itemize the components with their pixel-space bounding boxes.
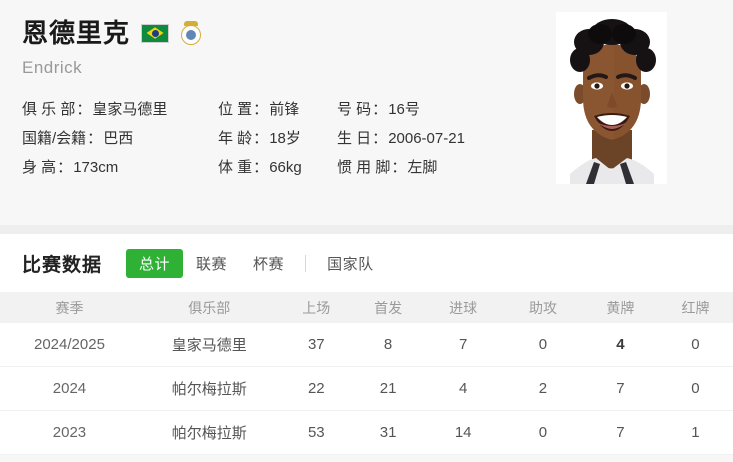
info-field-birthday: 生 日： 2006-07-21	[337, 127, 497, 148]
player-photo	[556, 12, 667, 184]
col-assists: 助攻	[528, 299, 557, 316]
col-yellow-cards: 黄牌	[606, 299, 635, 316]
info-separator: ：	[253, 159, 269, 176]
info-separator: ：	[253, 130, 269, 147]
cell-season: 2024/2025	[34, 336, 105, 353]
info-field-club: 俱 乐 部：皇家马德里	[22, 98, 218, 119]
info-field-weight: 体 重： 66kg	[218, 156, 337, 177]
info-row: 身 高： 173cm 体 重： 66kg 惯 用 脚：左脚	[22, 156, 497, 185]
info-row: 国籍/会籍：巴西年 龄： 18岁生 日： 2006-07-21	[22, 127, 497, 156]
col-season: 赛季	[55, 299, 84, 316]
crest-crown	[184, 21, 199, 26]
stats-tabs: 总计 联赛 杯赛 国家队	[126, 248, 387, 278]
info-value-position: 前锋	[269, 101, 300, 118]
cell-goals: 14	[454, 424, 472, 441]
info-value-shirt-number: 16号	[388, 101, 420, 118]
col-red-cards: 红牌	[681, 299, 710, 316]
table-body: 2024/2025 皇家马德里 37 8 7 0 4 0 2024 帕尔梅拉斯 22 21 4 2 7 0 20…	[0, 323, 733, 455]
info-value-nationality: 巴西	[103, 130, 134, 147]
page-title: 恩德里克	[22, 18, 131, 48]
crest-monogram	[186, 30, 197, 40]
cell-starts: 31	[379, 424, 397, 441]
info-label-age: 年 龄	[218, 130, 253, 147]
cell-club: 帕尔梅拉斯	[171, 381, 247, 398]
tab-divider	[305, 254, 307, 272]
profile-header: 恩德里克 Endrick 俱 乐 部：皇家马德里位 置：前锋号 码： 16号 国籍/…	[0, 0, 733, 225]
stats-table: 赛季 俱乐部 上场 首发 进球 助攻 黄牌 红牌 2024/2025 皇家马德里 37 8 7 0 4 0 2…	[0, 292, 733, 455]
cell-apps: 53	[307, 424, 325, 441]
cell-starts: 8	[383, 336, 393, 353]
cell-season: 2023	[52, 424, 87, 441]
info-label-birthday: 生 日	[337, 130, 372, 147]
info-label-position: 位 置	[218, 101, 253, 118]
cell-club: 帕尔梅拉斯	[171, 425, 247, 442]
cell-assists: 0	[538, 424, 548, 441]
cell-yellow: 7	[616, 380, 625, 397]
info-value-club: 皇家马德里	[92, 101, 168, 118]
cell-season: 2024	[52, 380, 87, 397]
info-label-weight: 体 重	[218, 159, 253, 176]
cell-red: 0	[691, 380, 700, 397]
info-field-shirt-number: 号 码： 16号	[337, 98, 457, 119]
cell-apps: 37	[307, 336, 325, 353]
info-separator: ：	[57, 159, 73, 176]
cell-assists: 2	[538, 380, 548, 397]
info-separator: ：	[372, 101, 388, 118]
cell-starts: 21	[379, 380, 397, 397]
info-value-weight: 66kg	[269, 159, 302, 176]
info-label-club: 俱 乐 部	[22, 101, 76, 118]
info-value-birthday: 2006-07-21	[388, 130, 465, 147]
info-separator: ：	[372, 130, 388, 147]
info-label-nationality: 国籍/会籍	[22, 130, 87, 147]
table-row[interactable]: 2023 帕尔梅拉斯 53 31 14 0 7 1	[0, 411, 733, 455]
info-value-preferred-foot: 左脚	[407, 159, 438, 176]
tab-national-team[interactable]: 国家队	[327, 255, 374, 273]
info-row: 俱 乐 部：皇家马德里位 置：前锋号 码： 16号	[22, 98, 497, 127]
cell-apps: 22	[307, 380, 325, 397]
tab-total[interactable]: 总计	[126, 248, 184, 278]
info-field-preferred-foot: 惯 用 脚：左脚	[337, 156, 497, 177]
info-field-position: 位 置：前锋	[218, 98, 337, 119]
info-separator: ：	[76, 101, 92, 118]
info-label-preferred-foot: 惯 用 脚	[337, 159, 391, 176]
cell-club: 皇家马德里	[171, 337, 247, 354]
cell-red: 0	[691, 336, 700, 353]
col-appearances: 上场	[302, 299, 331, 316]
col-goals: 进球	[449, 299, 478, 316]
table-row[interactable]: 2024 帕尔梅拉斯 22 21 4 2 7 0	[0, 367, 733, 411]
player-alias: Endrick	[22, 58, 83, 77]
real-madrid-crest-icon	[180, 21, 202, 45]
cell-assists: 0	[538, 336, 548, 353]
info-field-age: 年 龄： 18岁	[218, 127, 337, 148]
player-name-row: 恩德里克	[22, 20, 202, 46]
info-value-age: 18岁	[269, 130, 301, 147]
info-label-shirt-number: 号 码	[337, 101, 372, 118]
col-starts: 首发	[374, 299, 403, 316]
info-separator: ：	[391, 159, 407, 176]
table-row[interactable]: 2024/2025 皇家马德里 37 8 7 0 4 0	[0, 323, 733, 367]
stats-toolbar: 比赛数据 总计 联赛 杯赛 国家队	[0, 234, 733, 292]
table-header-row: 赛季 俱乐部 上场 首发 进球 助攻 黄牌 红牌	[0, 292, 733, 323]
col-club: 俱乐部	[188, 299, 231, 316]
section-divider	[0, 225, 733, 234]
info-value-height: 173cm	[73, 159, 119, 176]
stats-section-title: 比赛数据	[22, 254, 103, 276]
cell-red: 1	[691, 424, 700, 441]
cell-goals: 7	[459, 336, 468, 353]
flag-globe	[151, 29, 159, 37]
tab-league[interactable]: 联赛	[196, 255, 228, 273]
info-label-height: 身 高	[22, 159, 57, 176]
info-separator: ：	[87, 130, 103, 147]
cell-yellow: 4	[616, 336, 625, 353]
info-separator: ：	[253, 101, 269, 118]
cell-goals: 4	[459, 380, 468, 397]
info-field-nationality: 国籍/会籍：巴西	[22, 127, 218, 148]
player-info-block: 俱 乐 部：皇家马德里位 置：前锋号 码： 16号 国籍/会籍：巴西年 龄： 18岁生…	[22, 98, 497, 185]
brazil-flag-icon	[141, 23, 170, 43]
cell-yellow: 7	[616, 424, 625, 441]
info-field-height: 身 高： 173cm	[22, 156, 218, 177]
tab-cup[interactable]: 杯赛	[253, 255, 285, 273]
